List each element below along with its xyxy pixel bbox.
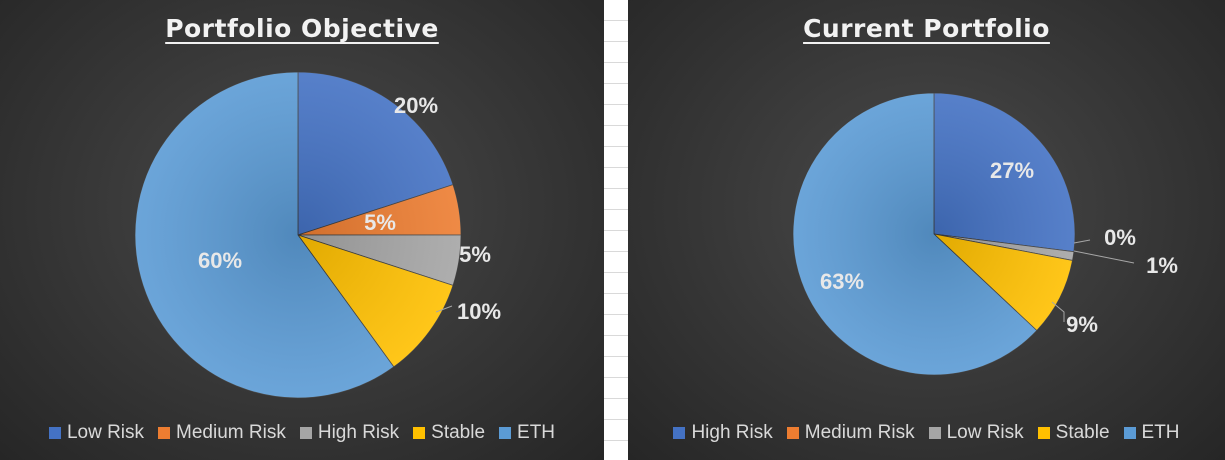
data-label-high-risk: 27% <box>990 158 1034 183</box>
data-label-high-risk: 5% <box>459 242 491 267</box>
leader-line <box>1051 301 1065 322</box>
legend-label: High Risk <box>691 422 773 443</box>
chart-legend: Low Risk Medium Risk High Risk Stable ETH <box>0 422 604 444</box>
legend-item-high-risk: High Risk <box>299 422 400 444</box>
legend-item-low-risk: Low Risk <box>48 422 145 444</box>
chart-panel-current-portfolio: Current Portfolio 27% 0% 1% 9% 63% High Risk… <box>628 0 1225 460</box>
data-label-eth: 60% <box>198 248 242 273</box>
chart-title: Portfolio Objective <box>165 14 439 43</box>
legend-item-stable: Stable <box>1037 422 1110 444</box>
chart-legend: High Risk Medium Risk Low Risk Stable ETH <box>628 422 1225 444</box>
legend-swatch <box>1037 427 1050 439</box>
legend-item-medium-risk: Medium Risk <box>158 422 286 444</box>
chart-title: Current Portfolio <box>803 14 1050 43</box>
legend-label: Low Risk <box>946 422 1024 443</box>
legend-label: Medium Risk <box>176 422 286 443</box>
data-label-stable: 10% <box>457 299 501 324</box>
legend-swatch <box>1123 427 1136 439</box>
legend-swatch <box>786 427 799 439</box>
legend-swatch <box>673 427 686 439</box>
legend-label: Low Risk <box>66 422 145 443</box>
legend-item-eth: ETH <box>1123 422 1180 444</box>
legend-label: High Risk <box>317 422 400 443</box>
leader-line <box>1073 239 1091 244</box>
legend-label: Stable <box>1055 422 1110 443</box>
leader-line <box>435 305 453 313</box>
pie-chart-portfolio-objective: 20% 5% 5% 10% 60% <box>134 71 501 399</box>
legend-swatch <box>499 427 512 439</box>
spreadsheet-gridlines <box>604 0 628 460</box>
data-label-medium-risk: 0% <box>1104 225 1136 250</box>
data-label-eth: 63% <box>820 269 864 294</box>
legend-label: ETH <box>517 422 556 443</box>
legend-item-high-risk: High Risk <box>673 422 773 444</box>
legend-item-stable: Stable <box>413 422 485 444</box>
legend-label: ETH <box>1141 422 1180 443</box>
legend-swatch <box>413 427 426 439</box>
legend-label: Medium Risk <box>804 422 915 443</box>
leader-line <box>1073 250 1135 264</box>
legend-item-low-risk: Low Risk <box>928 422 1024 444</box>
legend-item-eth: ETH <box>499 422 555 444</box>
legend-swatch <box>158 427 171 439</box>
data-label-medium-risk: 5% <box>364 210 396 235</box>
data-label-low-risk: 20% <box>394 93 438 118</box>
data-label-low-risk: 1% <box>1146 253 1178 278</box>
legend-swatch <box>928 427 941 439</box>
legend-swatch <box>299 427 312 439</box>
legend-label: Stable <box>431 422 486 443</box>
legend-item-medium-risk: Medium Risk <box>786 422 915 444</box>
pie-chart-current-portfolio: 27% 0% 1% 9% 63% <box>792 92 1178 376</box>
legend-swatch <box>48 427 61 439</box>
chart-panel-portfolio-objective: Portfolio Objective 20% 5% 5% 10% 60% Low Ri… <box>0 0 604 460</box>
data-label-stable: 9% <box>1066 312 1098 337</box>
